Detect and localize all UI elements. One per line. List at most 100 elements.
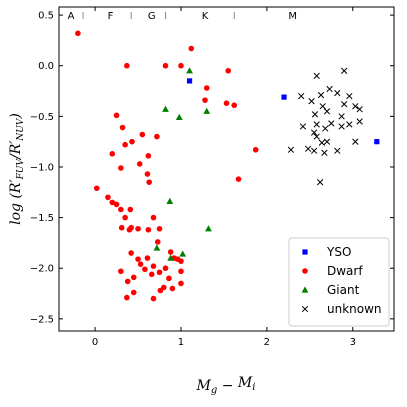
data-points bbox=[75, 30, 380, 302]
unknown-point bbox=[319, 103, 326, 110]
y-tick-label: −1.0 bbox=[30, 162, 54, 173]
dwarf-point bbox=[235, 176, 242, 182]
giant-point bbox=[203, 107, 211, 114]
x-tick-label: 0 bbox=[92, 337, 98, 348]
giant-point bbox=[186, 67, 193, 74]
plot-frame bbox=[58, 6, 395, 332]
legend-entry-unknown: unknown bbox=[327, 302, 382, 316]
unknown-point bbox=[318, 139, 325, 146]
unknown-point bbox=[346, 92, 353, 100]
unknown-point bbox=[323, 138, 331, 145]
y-tick-label: −0.5 bbox=[30, 112, 54, 123]
dwarf-point bbox=[129, 138, 135, 145]
dwarf-point bbox=[188, 45, 195, 52]
dwarf-point bbox=[136, 161, 143, 167]
dwarf-point bbox=[144, 255, 151, 261]
dwarf-point bbox=[178, 62, 184, 69]
unknown-point bbox=[338, 123, 345, 130]
dwarf-point bbox=[124, 294, 130, 301]
dwarf-point bbox=[139, 131, 146, 138]
x-tick-label: 3 bbox=[350, 337, 356, 348]
dwarf-point bbox=[162, 62, 169, 69]
dwarf-point bbox=[162, 265, 169, 272]
dwarf-point bbox=[135, 256, 141, 262]
unknown-point bbox=[316, 179, 324, 186]
dwarf-point bbox=[223, 100, 230, 106]
x-tick-label: 2 bbox=[264, 337, 270, 348]
giant-point bbox=[179, 250, 187, 257]
dwarf-point bbox=[109, 199, 116, 206]
dwarf-point bbox=[167, 249, 174, 255]
dwarf-point bbox=[109, 151, 116, 157]
dwarf-point bbox=[156, 225, 163, 232]
dwarf-point bbox=[156, 269, 163, 276]
dwarf-point bbox=[130, 289, 137, 296]
dwarf-point bbox=[128, 250, 134, 256]
unknown-point bbox=[334, 89, 341, 97]
y-tick-label: −2.0 bbox=[30, 264, 54, 275]
dwarf-point bbox=[75, 30, 81, 37]
giant-point bbox=[153, 244, 161, 251]
dwarf-point bbox=[231, 102, 238, 109]
unknown-point bbox=[326, 85, 333, 93]
series-yso bbox=[186, 78, 380, 145]
unknown-point bbox=[308, 98, 315, 105]
x-tick-label: 1 bbox=[178, 337, 184, 348]
unknown-point bbox=[299, 123, 307, 130]
unknown-point bbox=[313, 121, 320, 128]
dwarf-point bbox=[150, 295, 157, 302]
y-tick-label: 0.0 bbox=[38, 61, 54, 72]
dwarf-point bbox=[127, 206, 134, 213]
unknown-point bbox=[356, 118, 363, 125]
yso-point bbox=[374, 139, 380, 145]
legend: YSO Dwarf Giant unknown bbox=[288, 237, 390, 327]
dwarf-point bbox=[146, 179, 152, 185]
unknown-point bbox=[341, 101, 348, 108]
y-tick-label: 0.5 bbox=[38, 11, 54, 22]
unknown-point bbox=[352, 138, 359, 145]
unknown-point bbox=[323, 108, 331, 115]
dwarf-point bbox=[145, 226, 152, 233]
dwarf-point bbox=[225, 67, 232, 74]
x-axis-label: Mg − Mi bbox=[196, 375, 256, 396]
yso-point bbox=[186, 78, 193, 84]
dwarf-point bbox=[148, 271, 155, 278]
dwarf-point bbox=[137, 261, 144, 267]
dwarf-point bbox=[128, 224, 134, 231]
dwarf-point bbox=[150, 214, 157, 221]
dwarf-point bbox=[113, 112, 120, 119]
axis-ticks: 0 1 2 3 0.5 0.0 −0.5 −1.0 −1.5 −2.0 −2.5 bbox=[30, 7, 394, 348]
y-axis-label: log (R′FUV/R′NUV) bbox=[8, 113, 26, 225]
unknown-point bbox=[356, 106, 363, 113]
legend-marker-dwarf bbox=[302, 268, 308, 274]
unknown-point bbox=[341, 67, 348, 74]
dwarf-point bbox=[154, 239, 161, 245]
series-unknown bbox=[287, 67, 363, 186]
unknown-point bbox=[352, 103, 359, 110]
spectral-class-label: F bbox=[108, 11, 114, 22]
dwarf-point bbox=[154, 133, 160, 140]
dwarf-point bbox=[122, 214, 128, 221]
legend-box bbox=[288, 237, 390, 327]
dwarf-point bbox=[124, 62, 130, 69]
unknown-point bbox=[321, 149, 328, 156]
dwarf-point bbox=[166, 275, 172, 282]
unknown-point bbox=[304, 145, 312, 152]
series-dwarf bbox=[75, 30, 259, 302]
dwarf-point bbox=[93, 185, 100, 192]
dwarf-point bbox=[130, 274, 137, 281]
unknown-point bbox=[346, 121, 353, 128]
dwarf-point bbox=[142, 266, 148, 273]
unknown-point bbox=[322, 125, 329, 132]
dwarf-point bbox=[145, 153, 152, 159]
dwarf-point bbox=[252, 146, 259, 153]
dwarf-point bbox=[118, 224, 125, 231]
unknown-point bbox=[310, 129, 318, 136]
dwarf-point bbox=[135, 225, 141, 232]
spectral-class-label: A bbox=[68, 11, 75, 22]
dwarf-point bbox=[203, 85, 210, 91]
dwarf-point bbox=[118, 206, 124, 213]
giant-point bbox=[162, 105, 169, 112]
